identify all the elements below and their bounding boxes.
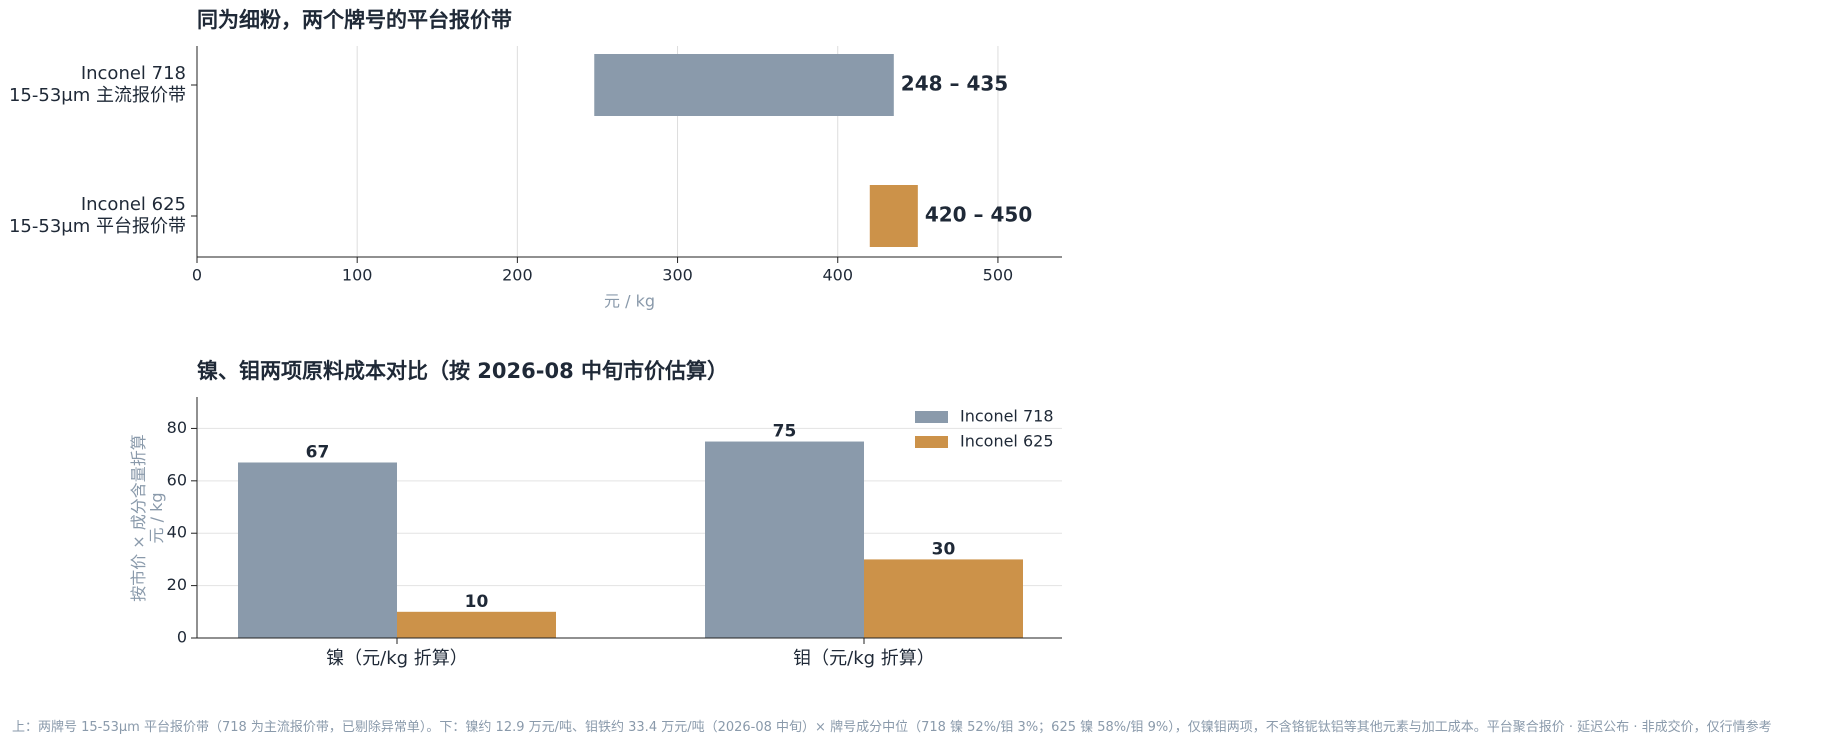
bar (397, 611, 556, 638)
y-tick-label: 40 (167, 523, 187, 542)
footnote: 上：两牌号 15-53μm 平台报价带（718 为主流报价带，已剔除异常单）。下… (12, 720, 1772, 735)
chart-title: 同为细粉，两个牌号的平台报价带 (197, 8, 512, 32)
x-tick-label: 500 (983, 266, 1014, 285)
bar-label: 75 (773, 422, 797, 442)
bar (238, 462, 397, 638)
y-tick-label: Inconel 625 15-53μm 平台报价带 (8, 194, 186, 237)
bar-label: 248 – 435 (901, 72, 1008, 96)
range-bar (594, 54, 894, 116)
bar (864, 559, 1023, 638)
legend-label: Inconel 718 (960, 407, 1054, 426)
y-tick-label: 80 (167, 418, 187, 437)
bar-label: 67 (306, 442, 330, 462)
x-axis-label: 元 / kg (604, 292, 655, 311)
chart-title: 镍、钼两项原料成本对比（按 2026-08 中旬市价估算） (197, 359, 728, 383)
legend-swatch (915, 436, 948, 448)
x-tick-label: 0 (192, 266, 202, 285)
bar-label: 10 (465, 592, 489, 612)
y-tick-label: Inconel 718 15-53μm 主流报价带 (8, 63, 186, 106)
x-tick-label: 100 (342, 266, 373, 285)
bar-label: 420 – 450 (925, 203, 1032, 227)
legend-label: Inconel 625 (960, 432, 1054, 451)
x-tick-label: 钼（元/kg 折算） (793, 648, 935, 669)
bar-label: 30 (932, 539, 956, 559)
y-tick-label: 60 (167, 470, 187, 489)
x-tick-label: 镍（元/kg 折算） (326, 648, 468, 669)
legend-swatch (915, 411, 948, 423)
x-tick-label: 200 (502, 266, 533, 285)
bar (705, 441, 864, 638)
y-axis-label: 按市价 × 成分含量折算 元 / kg (129, 433, 166, 602)
x-tick-label: 400 (822, 266, 853, 285)
range-bar (869, 185, 918, 247)
x-tick-label: 300 (662, 266, 693, 285)
y-tick-label: 20 (167, 575, 187, 594)
y-tick-label: 0 (177, 628, 187, 647)
